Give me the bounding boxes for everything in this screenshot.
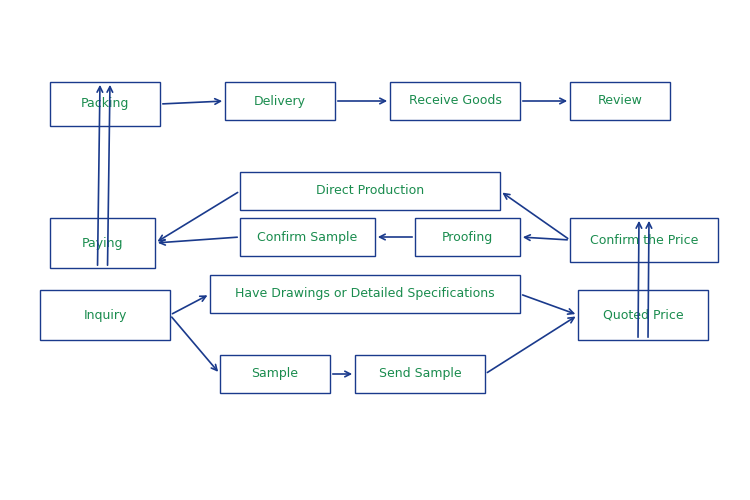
FancyBboxPatch shape — [50, 82, 160, 126]
FancyBboxPatch shape — [415, 218, 520, 256]
FancyBboxPatch shape — [225, 82, 335, 120]
Text: Paying: Paying — [82, 236, 123, 250]
FancyBboxPatch shape — [220, 355, 330, 393]
Text: Quoted Price: Quoted Price — [603, 308, 683, 322]
FancyBboxPatch shape — [240, 218, 375, 256]
Text: Review: Review — [598, 94, 643, 108]
Text: Confirm the Price: Confirm the Price — [590, 234, 698, 246]
Text: Inquiry: Inquiry — [83, 308, 127, 322]
Text: Have Drawings or Detailed Specifications: Have Drawings or Detailed Specifications — [236, 288, 495, 300]
Text: Packing: Packing — [81, 98, 129, 110]
FancyBboxPatch shape — [570, 218, 718, 262]
FancyBboxPatch shape — [210, 275, 520, 313]
FancyBboxPatch shape — [578, 290, 708, 340]
FancyBboxPatch shape — [355, 355, 485, 393]
FancyBboxPatch shape — [390, 82, 520, 120]
Text: Proofing: Proofing — [442, 230, 494, 243]
Text: Direct Production: Direct Production — [316, 184, 424, 198]
Text: Delivery: Delivery — [254, 94, 306, 108]
FancyBboxPatch shape — [240, 172, 500, 210]
FancyBboxPatch shape — [50, 218, 155, 268]
Text: Sample: Sample — [251, 368, 298, 380]
Text: Confirm Sample: Confirm Sample — [257, 230, 358, 243]
FancyBboxPatch shape — [40, 290, 170, 340]
Text: Send Sample: Send Sample — [379, 368, 461, 380]
Text: Receive Goods: Receive Goods — [409, 94, 502, 108]
FancyBboxPatch shape — [570, 82, 670, 120]
